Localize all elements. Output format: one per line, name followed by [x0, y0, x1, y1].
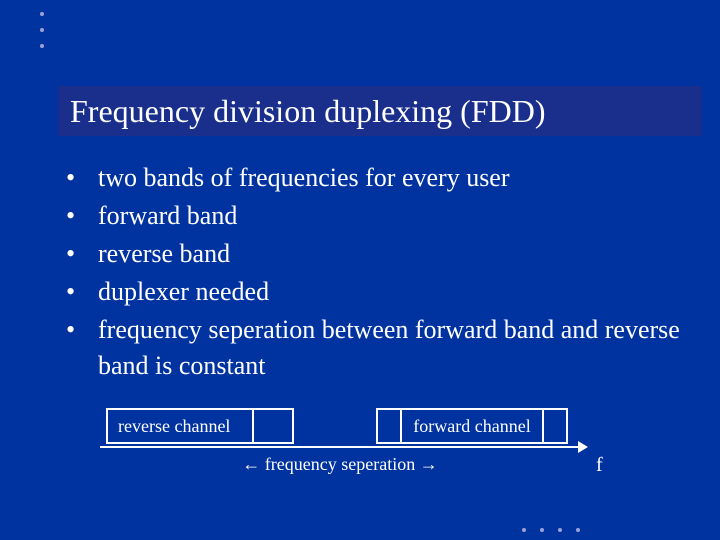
bullet-text: frequency seperation between forward ban…: [98, 312, 680, 384]
box-divider: [542, 410, 544, 442]
frequency-axis-diagram: f reverse channel forward channel ← freq…: [100, 400, 610, 500]
list-item: • reverse band: [66, 236, 680, 272]
dot: [40, 28, 44, 32]
dot: [40, 44, 44, 48]
list-item: • forward band: [66, 198, 680, 234]
axis-label: f: [596, 454, 603, 477]
forward-channel-label: forward channel: [413, 416, 530, 437]
bullet-text: forward band: [98, 198, 680, 234]
axis-line: [100, 446, 580, 448]
box-divider: [400, 410, 402, 442]
axis-arrow-icon: [578, 441, 588, 453]
reverse-channel-label: reverse channel: [118, 416, 230, 437]
bullet-glyph: •: [66, 198, 98, 234]
box-divider: [252, 410, 254, 442]
decorative-corner-dots: [40, 12, 44, 60]
bullet-list: • two bands of frequencies for every use…: [66, 160, 680, 386]
list-item: • two bands of frequencies for every use…: [66, 160, 680, 196]
reverse-channel-box: reverse channel: [106, 408, 294, 444]
bullet-text: two bands of frequencies for every user: [98, 160, 680, 196]
forward-channel-box: forward channel: [376, 408, 568, 444]
bullet-text: duplexer needed: [98, 274, 680, 310]
bullet-text: reverse band: [98, 236, 680, 272]
bullet-glyph: •: [66, 312, 98, 348]
decorative-bottom-dots: [522, 528, 580, 532]
slide-title: Frequency division duplexing (FDD): [70, 93, 546, 130]
slide-title-bar: Frequency division duplexing (FDD): [58, 86, 702, 136]
bullet-glyph: •: [66, 236, 98, 272]
dot: [522, 528, 526, 532]
list-item: • duplexer needed: [66, 274, 680, 310]
dot: [576, 528, 580, 532]
bullet-glyph: •: [66, 274, 98, 310]
dot: [540, 528, 544, 532]
frequency-separation-label: ← frequency seperation →: [210, 454, 470, 475]
bullet-glyph: •: [66, 160, 98, 196]
list-item: • frequency seperation between forward b…: [66, 312, 680, 384]
dot: [558, 528, 562, 532]
dot: [40, 12, 44, 16]
